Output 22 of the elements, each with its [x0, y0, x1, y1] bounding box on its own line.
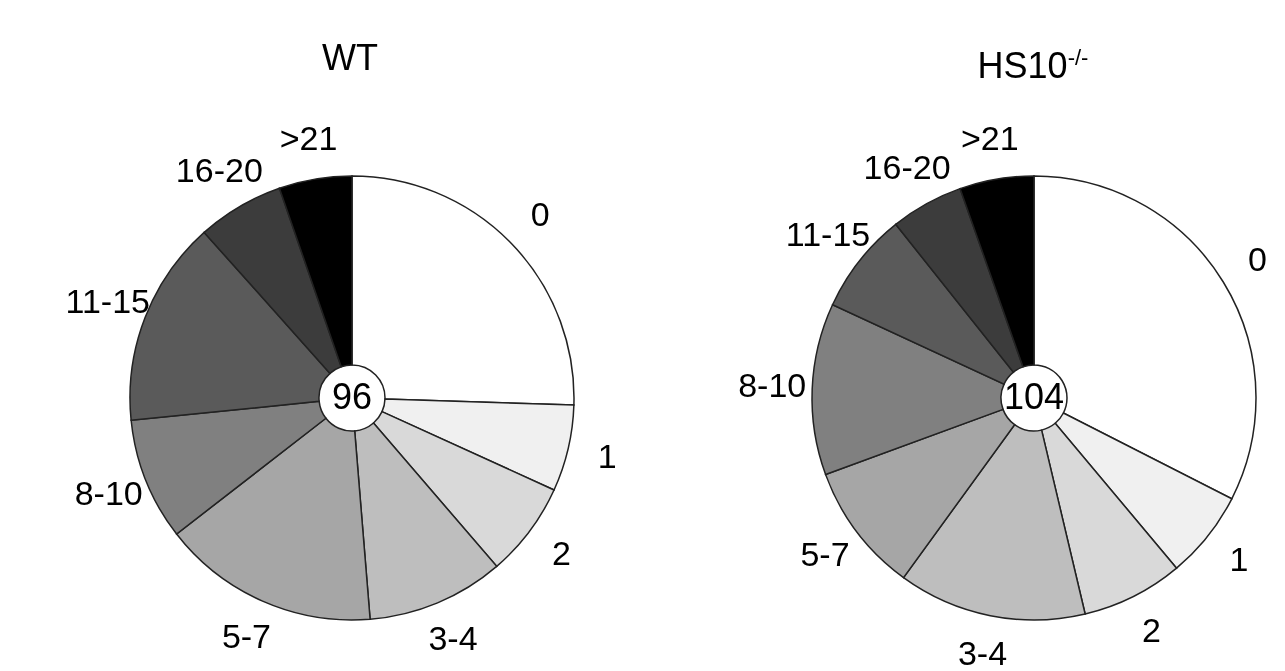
- slice-label: 3-4: [957, 633, 1008, 671]
- slice-label: 0: [1247, 240, 1267, 279]
- slice-label: 5-7: [800, 534, 850, 573]
- slice-label: 2: [552, 534, 571, 573]
- slice-label: 11-15: [65, 282, 151, 321]
- slice-label: 2: [1142, 611, 1161, 650]
- text: 96: [331, 376, 373, 417]
- slice-label: 16-20: [175, 151, 263, 190]
- slice-label: >21: [960, 118, 1019, 157]
- slice-label: 1: [597, 436, 617, 475]
- slice-label: 0: [530, 194, 550, 233]
- slice-label: 8-10: [738, 366, 807, 405]
- slice-label: 3-4: [428, 618, 478, 657]
- slice-label: 16-20: [863, 147, 951, 186]
- slice-label: 11-15: [785, 215, 871, 254]
- slice-label: 5-7: [221, 616, 272, 655]
- chart-title: WT: [321, 36, 379, 80]
- slice-label: >21: [279, 118, 338, 157]
- slice-label: 8-10: [74, 474, 143, 513]
- text: 104: [1003, 376, 1065, 417]
- chart-title: HS10$^{-/-}$: [976, 44, 1090, 88]
- slice-label: 1: [1229, 540, 1249, 579]
